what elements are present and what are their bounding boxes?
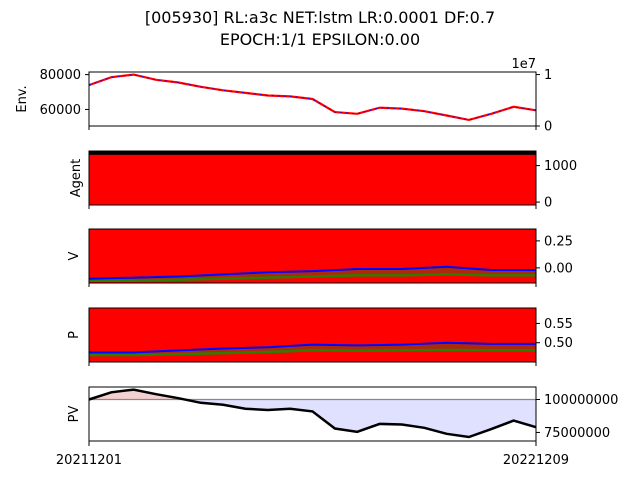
env-right-tick-label-1: 1 — [544, 68, 552, 83]
value-right-tick-label-0: 0.00 — [544, 261, 573, 276]
policy-right-ticks: 0.50 0.55 — [536, 317, 573, 351]
env-left-ticks: 60000 80000 — [40, 68, 89, 118]
agent-top-band — [89, 150, 536, 155]
env-left-tick-label-1: 80000 — [40, 68, 81, 83]
pv-ylabel: PV — [67, 406, 82, 423]
pv-right-tick-label-0: 75000000 — [544, 426, 610, 441]
env-price-line — [88, 73, 537, 122]
panel-value: V 0.00 0.25 — [67, 228, 573, 284]
pv-right-tick-label-1: 100000000 — [544, 393, 618, 408]
policy-line-green — [89, 348, 536, 357]
policy-right-tick-label-0: 0.50 — [544, 336, 573, 351]
env-frame — [88, 71, 537, 127]
env-ylabel: Env. — [15, 85, 30, 112]
env-right-ticks: 01 — [536, 68, 552, 135]
policy-frame — [88, 307, 537, 363]
agent-right-ticks: 0 1000 — [536, 159, 577, 211]
agent-right-tick-label-1: 1000 — [544, 159, 577, 174]
pv-frame — [88, 386, 537, 442]
policy-line-blue — [89, 341, 536, 354]
panel-agent: Agent 0 1000 — [69, 150, 577, 211]
agent-ylabel: Agent — [69, 159, 84, 197]
value-band — [89, 266, 536, 281]
env-left-tick-label-0: 60000 — [40, 103, 81, 118]
value-ylabel: V — [67, 251, 82, 260]
value-line-green — [89, 273, 536, 283]
agent-frame — [88, 150, 537, 206]
agent-action-fill — [89, 152, 536, 205]
panel-policy: P 0.50 0.55 — [67, 307, 573, 363]
panel-x-ticks — [88, 126, 537, 366]
x-tick-label-end: 20221209 — [503, 453, 569, 468]
figure-title-line2: EPOCH:1/1 EPSILON:0.00 — [219, 30, 421, 49]
value-frame — [88, 228, 537, 284]
pv-right-ticks: 75000000 100000000 — [536, 393, 618, 441]
env-offset-label: 1e7 — [511, 57, 536, 72]
policy-ylabel: P — [67, 331, 82, 339]
policy-right-tick-label-1: 0.55 — [544, 317, 573, 332]
figure-title-line1: [005930] RL:a3c NET:lstm LR:0.0001 DF:0.… — [144, 8, 496, 27]
value-right-tick-label-1: 0.25 — [544, 234, 573, 249]
x-tick-label-start: 20211201 — [56, 453, 122, 468]
value-right-ticks: 0.00 0.25 — [536, 234, 573, 276]
pv-line — [88, 388, 537, 439]
panel-pv: PV 75000000 100000000 — [67, 386, 618, 442]
agent-right-tick-label-0: 0 — [544, 196, 552, 211]
env-right-tick-label-0: 0 — [544, 120, 552, 135]
policy-band — [89, 342, 536, 356]
value-line-blue — [88, 265, 536, 280]
